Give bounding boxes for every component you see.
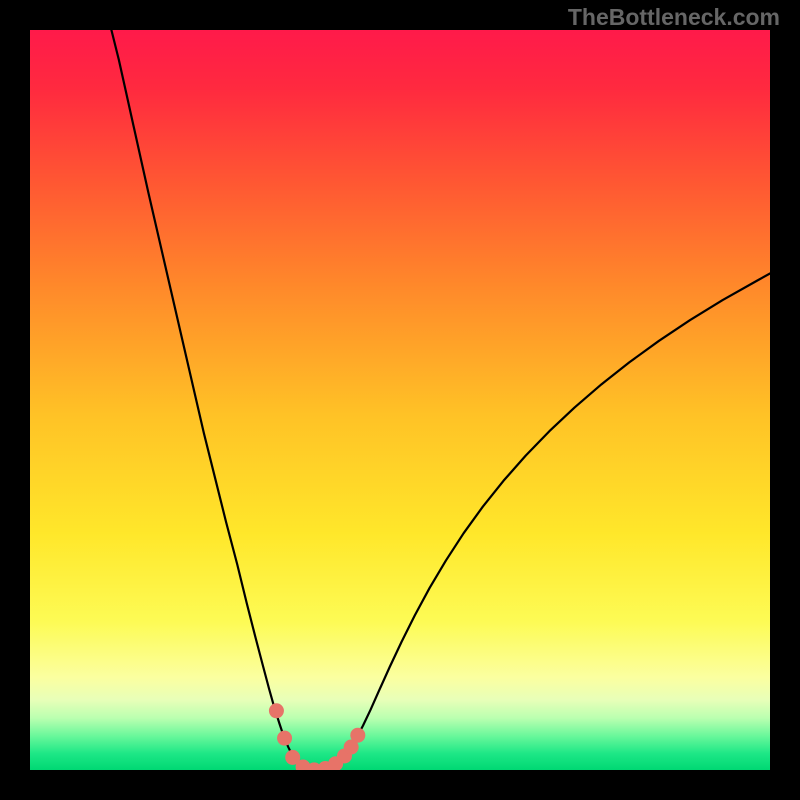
curve-layer	[30, 30, 770, 770]
data-marker	[350, 728, 365, 743]
plot-area	[30, 30, 770, 770]
watermark-text: TheBottleneck.com	[568, 4, 780, 31]
left-curve	[111, 30, 314, 770]
data-marker	[269, 703, 284, 718]
data-marker	[277, 731, 292, 746]
right-curve	[314, 273, 770, 769]
